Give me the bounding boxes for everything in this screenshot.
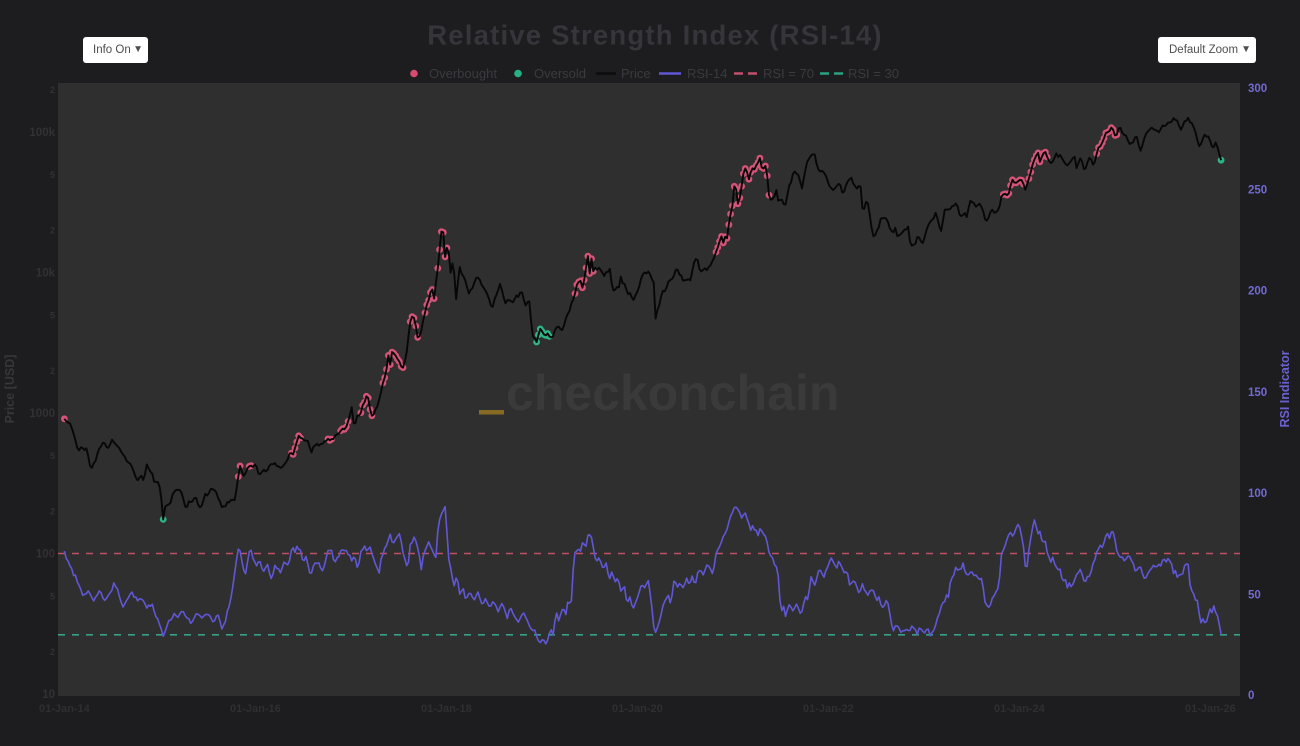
svg-text:100: 100 <box>36 549 55 561</box>
svg-text:Price [USD]: Price [USD] <box>3 355 17 424</box>
svg-text:Relative Strength Index (RSI-1: Relative Strength Index (RSI-14) <box>427 20 883 51</box>
svg-text:100: 100 <box>1248 488 1267 500</box>
svg-text:200: 200 <box>1248 286 1267 298</box>
svg-text:RSI = 70: RSI = 70 <box>763 66 814 81</box>
svg-text:2: 2 <box>50 226 55 236</box>
svg-text:5: 5 <box>50 170 55 180</box>
svg-text:250: 250 <box>1248 185 1267 197</box>
svg-text:300: 300 <box>1248 83 1267 95</box>
svg-text:5: 5 <box>50 310 55 320</box>
svg-text:2: 2 <box>50 366 55 376</box>
svg-text:Overbought: Overbought <box>429 66 497 81</box>
svg-text:1000: 1000 <box>29 408 55 420</box>
svg-text:01-Jan-26: 01-Jan-26 <box>1185 703 1236 715</box>
svg-text:0: 0 <box>1248 690 1254 702</box>
svg-text:5: 5 <box>50 591 55 601</box>
svg-text:RSI Indicator: RSI Indicator <box>1278 350 1292 427</box>
svg-text:checkonchain: checkonchain <box>506 365 839 421</box>
svg-text:Oversold: Oversold <box>534 66 586 81</box>
svg-text:01-Jan-14: 01-Jan-14 <box>39 703 91 715</box>
svg-text:Price: Price <box>621 66 651 81</box>
svg-text:01-Jan-24: 01-Jan-24 <box>994 703 1046 715</box>
svg-text:01-Jan-18: 01-Jan-18 <box>421 703 472 715</box>
svg-text:50: 50 <box>1248 590 1261 602</box>
svg-text:2: 2 <box>50 647 55 657</box>
svg-text:01-Jan-16: 01-Jan-16 <box>230 703 281 715</box>
svg-text:2: 2 <box>50 85 55 95</box>
svg-text:RSI = 30: RSI = 30 <box>848 66 899 81</box>
svg-text:10k: 10k <box>36 268 56 280</box>
svg-text:5: 5 <box>50 451 55 461</box>
svg-text:2: 2 <box>50 507 55 517</box>
svg-text:01-Jan-22: 01-Jan-22 <box>803 703 854 715</box>
svg-text:01-Jan-20: 01-Jan-20 <box>612 703 663 715</box>
svg-text:150: 150 <box>1248 387 1267 399</box>
svg-text:RSI-14: RSI-14 <box>687 66 727 81</box>
svg-text:100k: 100k <box>29 127 55 139</box>
svg-text:10: 10 <box>42 689 55 701</box>
